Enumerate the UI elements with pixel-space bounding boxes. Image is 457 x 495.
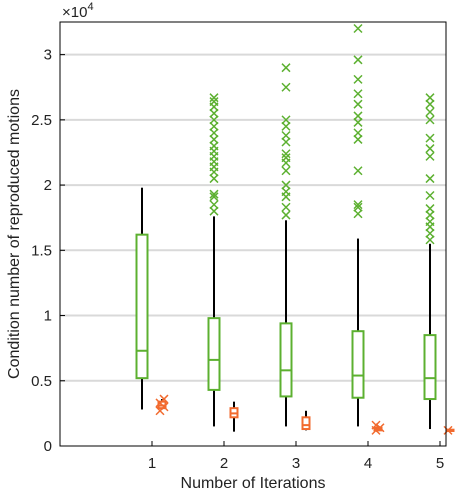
outlier-marker — [281, 130, 291, 141]
outlier-marker — [353, 74, 363, 84]
outlier-marker — [425, 190, 435, 201]
y-tick-label: 0.5 — [31, 373, 52, 390]
x-tick-label: 3 — [292, 455, 300, 472]
outlier-marker — [353, 200, 363, 210]
y-exponent-base: ×10 — [62, 4, 87, 21]
outlier-marker — [353, 99, 363, 109]
outlier-marker — [209, 121, 219, 131]
outlier-marker — [281, 63, 291, 73]
box — [301, 416, 311, 431]
outlier-marker — [281, 153, 291, 163]
outlier-marker — [281, 149, 291, 159]
outlier-marker — [209, 174, 219, 184]
outlier-marker — [425, 107, 435, 117]
y-axis-label: Condition number of reproduced motions — [6, 89, 23, 379]
box — [135, 233, 149, 380]
outlier-marker — [371, 420, 381, 430]
outlier-marker — [425, 217, 435, 227]
box — [351, 330, 365, 399]
outlier-marker — [353, 128, 363, 138]
outlier-marker — [425, 93, 435, 103]
outlier-marker — [209, 206, 219, 216]
outlier-marker — [209, 108, 219, 118]
outlier-marker — [209, 189, 219, 199]
outlier-marker — [425, 144, 435, 154]
x-axis-label: Number of Iterations — [181, 475, 326, 492]
x-tick-label: 5 — [436, 455, 444, 472]
x-tick-label: 4 — [364, 455, 372, 472]
outlier-marker — [209, 192, 219, 202]
outlier-marker — [425, 204, 435, 214]
outlier-marker — [425, 99, 435, 109]
outlier-marker — [281, 202, 291, 212]
grid-lines — [60, 53, 446, 382]
y-tick-label: 0 — [44, 438, 52, 455]
y-tick-label: 2.5 — [31, 112, 52, 129]
outlier-marker — [425, 235, 435, 245]
outlier-marker — [281, 137, 291, 147]
box — [207, 317, 221, 391]
outlier-marker — [209, 115, 219, 125]
outlier-marker — [209, 93, 219, 103]
outlier-marker — [425, 115, 435, 125]
outlier-marker — [375, 423, 385, 433]
outlier-marker — [353, 117, 363, 127]
outlier-marker — [443, 425, 453, 435]
outlier-marker — [353, 202, 363, 212]
outlier-marker — [353, 89, 363, 99]
outlier-marker — [281, 187, 291, 197]
outlier-marker — [425, 151, 435, 161]
y-tick-label: 2 — [44, 177, 52, 194]
outlier-marker — [425, 133, 435, 143]
outlier-marker — [353, 111, 363, 121]
outlier-marker — [209, 128, 219, 138]
outlier-marker — [425, 228, 435, 238]
outlier-marker — [209, 141, 219, 151]
y-exponent-label: ×104 — [62, 1, 94, 21]
outlier-marker — [353, 166, 363, 176]
outlier-marker — [281, 210, 291, 220]
outlier-marker — [209, 134, 219, 144]
outlier-marker — [281, 166, 291, 176]
outlier-marker — [353, 55, 363, 65]
y-tick-label: 1 — [44, 308, 52, 325]
outlier-marker — [281, 180, 291, 190]
outlier-marker — [209, 200, 219, 210]
outlier-marker — [353, 134, 363, 144]
outlier-marker — [425, 174, 435, 184]
outlier-marker — [425, 210, 435, 220]
plot-frame — [59, 21, 447, 447]
box — [423, 334, 437, 401]
y-tick-label: 3 — [44, 47, 52, 64]
box-plots — [135, 23, 455, 435]
y-tick-label: 1.5 — [31, 242, 52, 259]
x-tick-label: 1 — [148, 455, 156, 472]
outlier-marker — [353, 209, 363, 219]
outlier-marker — [353, 23, 363, 34]
outlier-marker — [281, 82, 291, 92]
axis-ticks: 0 0.5 1 1.5 2 2.5 3 1 2 3 4 5 — [31, 47, 444, 472]
outlier-marker — [281, 115, 291, 125]
x-tick-label: 2 — [220, 455, 228, 472]
box — [279, 322, 293, 398]
outlier-marker — [159, 394, 169, 404]
y-exponent-power: 4 — [87, 1, 93, 13]
outlier-marker — [281, 121, 291, 131]
outlier-marker — [209, 97, 219, 107]
